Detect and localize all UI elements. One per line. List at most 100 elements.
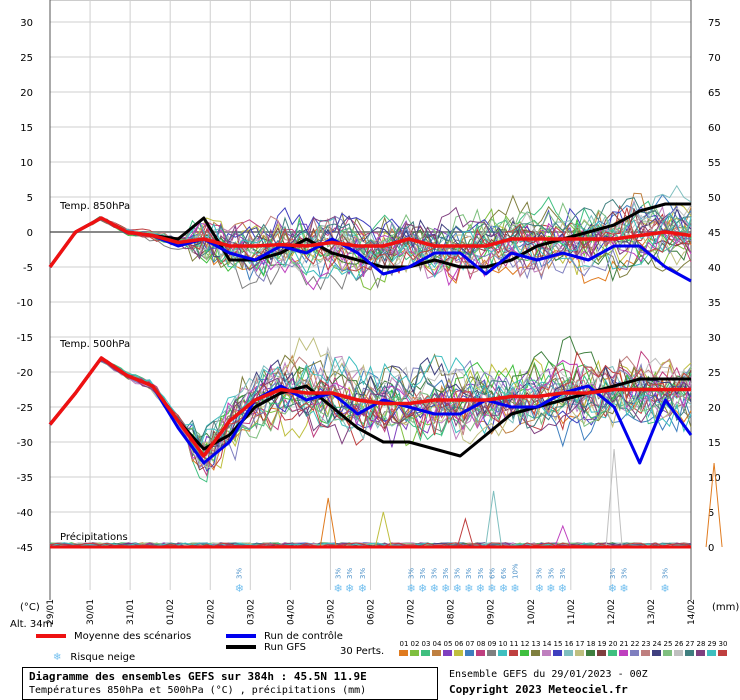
perturbation-swatch: [707, 650, 716, 656]
legend-snow: ❄ Risque neige: [53, 652, 135, 663]
snow-percent-label: 3%: [559, 568, 567, 579]
snowflake-icon: ❄: [608, 582, 617, 595]
snowflake-icon: ❄: [476, 582, 485, 595]
snowflake-icon: ❄: [453, 582, 462, 595]
main-series: [48, 202, 693, 549]
snowflake-icon: ❄: [441, 582, 450, 595]
perturbation-id-label: 22: [630, 640, 640, 648]
perturbation-swatch: [663, 650, 672, 656]
snowflake-icon: ❄: [619, 582, 628, 595]
perturbation-swatch: [696, 650, 705, 656]
y-right-tick-label: 45: [708, 228, 721, 239]
x-date-label: 06/02: [367, 599, 377, 625]
snow-percent-label: 3%: [431, 568, 439, 579]
snowflake-icon: ❄: [53, 652, 62, 663]
snow-percent-label: 10%: [511, 563, 519, 579]
precip-peak: [605, 448, 623, 548]
legend-gfs-label: Run GFS: [264, 642, 307, 653]
chart-grid: [49, 0, 692, 600]
snow-percent-label: 3%: [236, 568, 244, 579]
snowflake-icon: ❄: [499, 582, 508, 595]
x-date-label: 04/02: [286, 599, 296, 625]
t850-mean-line: [48, 216, 692, 269]
snow-percent-label: 3%: [620, 568, 628, 579]
perturbation-id-label: 26: [674, 640, 684, 648]
snowflake-icon: ❄: [464, 582, 473, 595]
perturbation-swatch: [619, 650, 628, 656]
snowflake-icon: ❄: [535, 582, 544, 595]
perturbation-id-label: 20: [608, 640, 618, 648]
y-left-tick-label: -10: [17, 298, 33, 309]
legend-gfs-swatch: [226, 645, 256, 649]
snowflake-icon: ❄: [558, 582, 567, 595]
x-date-label: 30/01: [86, 599, 96, 625]
perturbation-id-label: 19: [597, 640, 607, 648]
perturbation-id-label: 04: [432, 640, 442, 648]
x-date-label: 07/02: [407, 599, 417, 625]
snowflake-icon: ❄: [510, 582, 519, 595]
perturbation-swatch: [597, 650, 606, 656]
perturbation-swatch: [652, 650, 661, 656]
snowflake-icon: ❄: [418, 582, 427, 595]
perturbation-swatch: [432, 650, 441, 656]
snow-percent-label: 3%: [334, 568, 342, 579]
y-left-tick-label: 0: [27, 228, 33, 239]
snowflake-icon: ❄: [660, 582, 669, 595]
legend-control-label: Run de contrôle: [264, 631, 343, 642]
perturbation-id-label: 07: [465, 640, 475, 648]
altitude-label: Alt. 34m: [10, 619, 52, 630]
x-date-label: 09/02: [487, 599, 497, 625]
snowflake-icon: ❄: [235, 582, 244, 595]
y-left-tick-label: 5: [27, 193, 33, 204]
precip-panel-label: Précipitations: [60, 531, 128, 543]
x-date-label: 10/02: [527, 599, 537, 625]
perturbation-swatch: [542, 650, 551, 656]
perturbation-swatch: [410, 650, 419, 656]
precip-peak: [554, 524, 572, 548]
perturbation-swatch: [674, 650, 683, 656]
perturbation-id-label: 02: [410, 640, 420, 648]
perturbation-id-label: 10: [498, 640, 508, 648]
perturbation-swatch: [641, 650, 650, 656]
perturbation-swatch: [509, 650, 518, 656]
perturbation-line: [49, 212, 692, 281]
perturbation-lines: [49, 184, 723, 548]
y-left-tick-label: -40: [17, 508, 33, 519]
perturbation-swatch: [553, 650, 562, 656]
perturbation-id-label: 23: [641, 640, 651, 648]
y-right-tick-label: 55: [708, 158, 721, 169]
perturbation-swatch: [487, 650, 496, 656]
snowflake-icon: ❄: [358, 582, 367, 595]
run-info: Ensemble GEFS du 29/01/2023 - 00Z: [449, 669, 648, 680]
perturbation-id-label: 13: [531, 640, 541, 648]
y-right-tick-label: 65: [708, 88, 721, 99]
snow-percent-label: 3%: [477, 568, 485, 579]
perturbation-line: [49, 207, 692, 274]
snow-percent-label: 3%: [454, 568, 462, 579]
footer-subtitle: Températures 850hPa et 500hPa (°C) , pré…: [29, 685, 367, 696]
legend-mean: Moyenne des scénarios: [36, 631, 191, 642]
perturbation-id-label: 21: [619, 640, 629, 648]
x-date-label: 31/01: [126, 599, 136, 625]
perturbation-id-label: 12: [520, 640, 530, 648]
snow-percent-label: 6%: [488, 568, 496, 579]
y-left-tick-label: -5: [23, 263, 33, 274]
x-date-label: 05/02: [326, 599, 336, 625]
perturbation-id-label: 29: [707, 640, 717, 648]
snow-percent-label: 3%: [442, 568, 450, 579]
y-left-tick-label: -30: [17, 438, 33, 449]
x-date-label: 03/02: [246, 599, 256, 625]
perturbation-swatch: [630, 650, 639, 656]
t500-mean-line: [48, 356, 691, 458]
snowflake-icon: ❄: [430, 582, 439, 595]
perturbation-swatch: [498, 650, 507, 656]
y-right-tick-label: 5: [708, 508, 714, 519]
x-date-label: 29/01: [46, 599, 56, 625]
perturbation-swatch: [465, 650, 474, 656]
y-right-tick-label: 70: [708, 53, 721, 64]
x-date-label: 14/02: [687, 599, 697, 625]
snowflake-icon: ❄: [407, 582, 416, 595]
y-right-tick-label: 40: [708, 263, 721, 274]
